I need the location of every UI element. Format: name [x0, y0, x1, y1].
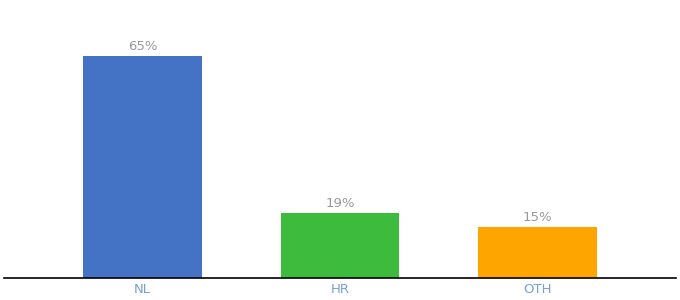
Text: 65%: 65% — [128, 40, 157, 53]
Text: 19%: 19% — [325, 197, 355, 210]
Bar — [281, 213, 399, 278]
Bar — [83, 56, 202, 278]
Text: 15%: 15% — [523, 211, 552, 224]
Bar — [478, 226, 597, 278]
